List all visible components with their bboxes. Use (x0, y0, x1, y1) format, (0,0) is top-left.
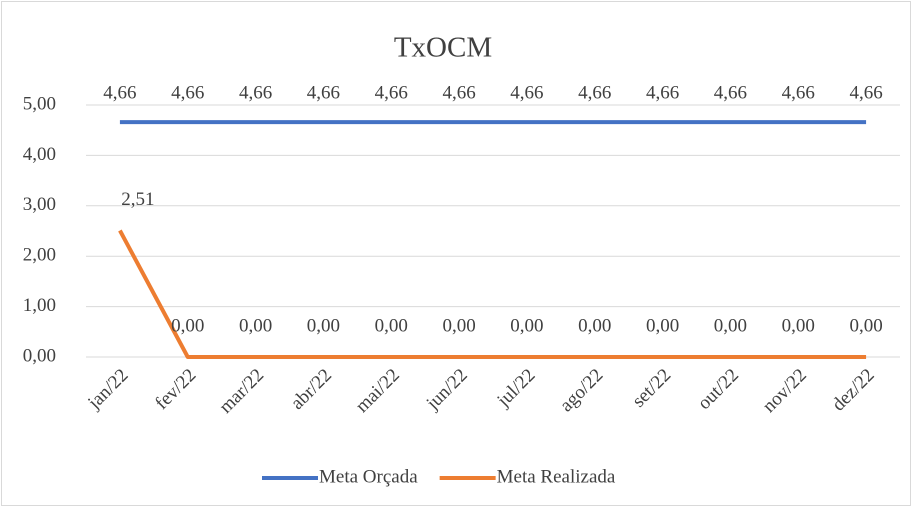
data-label: 0,00 (375, 315, 408, 336)
data-label: 0,00 (442, 315, 475, 336)
legend-label: Meta Orçada (319, 466, 418, 487)
data-label: 4,66 (442, 82, 475, 103)
data-label: 4,66 (782, 82, 815, 103)
data-label: 4,66 (510, 82, 543, 103)
y-tick-label: 0,00 (23, 345, 56, 366)
y-tick-label: 3,00 (23, 194, 56, 215)
data-label: 4,66 (307, 82, 340, 103)
legend-label: Meta Realizada (497, 466, 616, 487)
data-label: 2,51 (121, 189, 154, 210)
data-label: 0,00 (307, 315, 340, 336)
data-label: 0,00 (171, 315, 204, 336)
data-label: 4,66 (239, 82, 272, 103)
data-label: 0,00 (510, 315, 543, 336)
chart-title: TxOCM (394, 32, 492, 64)
y-tick-label: 4,00 (23, 144, 56, 165)
y-tick-label: 1,00 (23, 295, 56, 316)
data-label: 4,66 (375, 82, 408, 103)
data-label: 0,00 (714, 315, 747, 336)
data-label: 4,66 (714, 82, 747, 103)
y-tick-label: 2,00 (23, 245, 56, 266)
line-series (118, 229, 867, 359)
data-label: 0,00 (849, 315, 882, 336)
data-label: 4,66 (578, 82, 611, 103)
data-label: 4,66 (171, 82, 204, 103)
data-label: 4,66 (103, 82, 136, 103)
data-label: 0,00 (782, 315, 815, 336)
data-label: 0,00 (578, 315, 611, 336)
data-label: 0,00 (239, 315, 272, 336)
y-tick-label: 5,00 (23, 93, 56, 114)
data-label: 4,66 (646, 82, 679, 103)
data-label: 0,00 (646, 315, 679, 336)
data-label: 4,66 (849, 82, 882, 103)
